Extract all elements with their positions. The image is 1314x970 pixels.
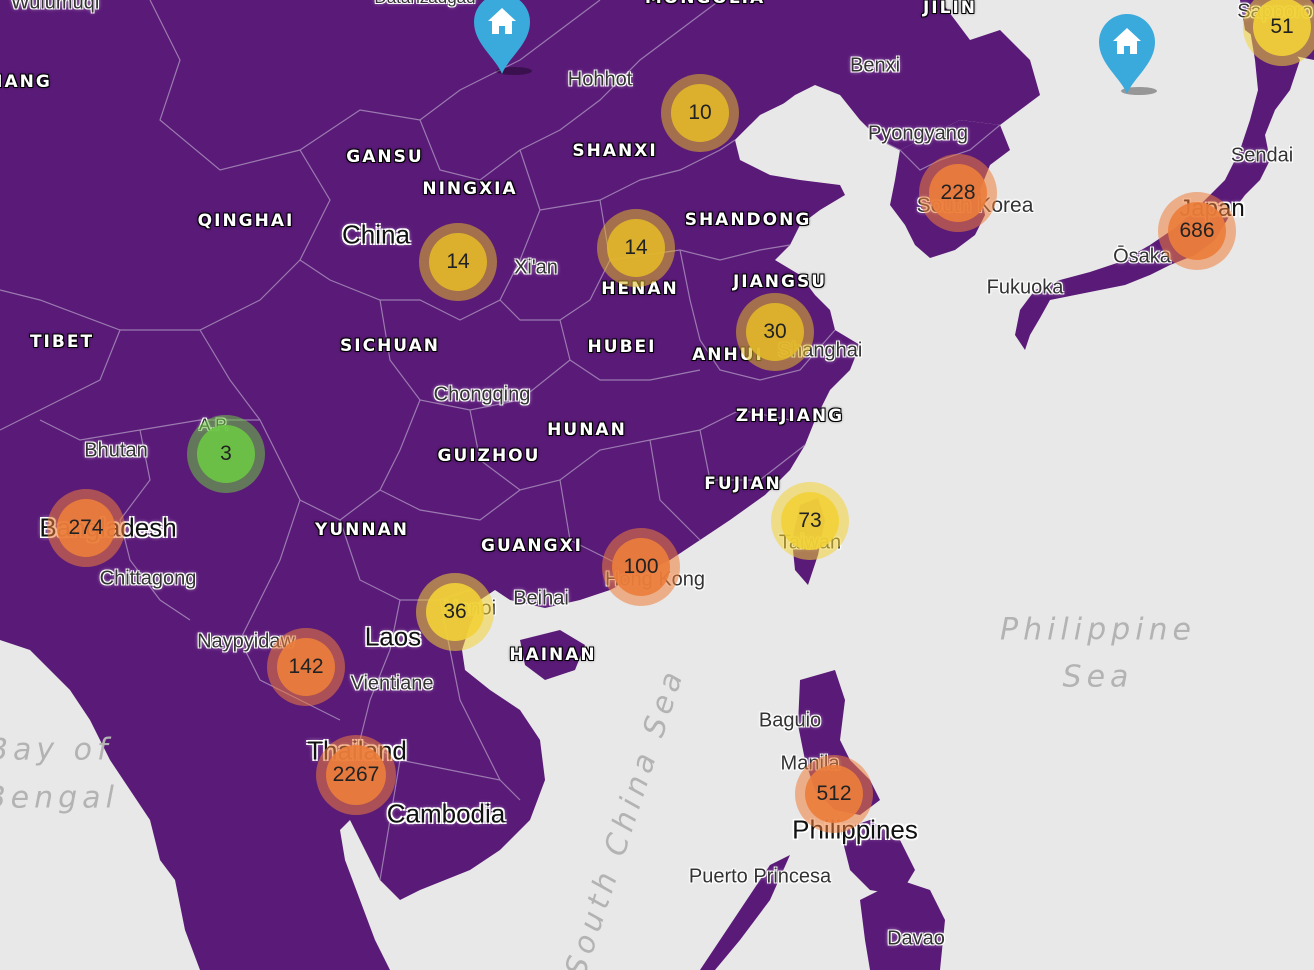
cluster-philippines[interactable]: 512 <box>795 755 873 833</box>
cluster-bangladesh[interactable]: 274 <box>47 489 125 567</box>
cluster-myanmar[interactable]: 142 <box>267 628 345 706</box>
cluster-count: 30 <box>746 303 804 361</box>
cluster-count: 100 <box>612 538 670 596</box>
cluster-count: 142 <box>277 638 335 696</box>
cluster-count: 3 <box>197 425 255 483</box>
cluster-thailand[interactable]: 2267 <box>316 735 396 815</box>
cluster-count: 36 <box>426 583 484 641</box>
cluster-count: 10 <box>671 84 729 142</box>
land-mainland-asia <box>0 0 1040 970</box>
water-bohai <box>735 98 835 160</box>
land-palawan <box>700 855 790 970</box>
cluster-count: 228 <box>929 164 987 222</box>
cluster-japan[interactable]: 686 <box>1158 192 1236 270</box>
home-icon <box>1099 14 1157 95</box>
land-hainan <box>520 630 585 680</box>
home-pin-japan-sea[interactable] <box>1095 12 1159 100</box>
cluster-henan[interactable]: 14 <box>597 209 675 287</box>
cluster-xian[interactable]: 14 <box>419 223 497 301</box>
cluster-count: 51 <box>1253 0 1311 56</box>
cluster-count: 73 <box>781 492 839 550</box>
cluster-hanoi[interactable]: 36 <box>416 573 494 651</box>
home-pin-mongolia[interactable] <box>470 0 534 80</box>
cluster-count: 512 <box>805 765 863 823</box>
cluster-count: 14 <box>607 219 665 277</box>
cluster-sapporo[interactable]: 51 <box>1243 0 1314 66</box>
cluster-count: 686 <box>1168 202 1226 260</box>
cluster-hong-kong[interactable]: 100 <box>602 528 680 606</box>
land-visayas <box>840 820 915 895</box>
cluster-taiwan[interactable]: 73 <box>771 482 849 560</box>
cluster-shanghai[interactable]: 30 <box>736 293 814 371</box>
cluster-count: 274 <box>57 499 115 557</box>
cluster-count: 14 <box>429 233 487 291</box>
cluster-count: 2267 <box>326 745 386 805</box>
cluster-arunachal[interactable]: 3 <box>187 415 265 493</box>
cluster-beijing[interactable]: 10 <box>661 74 739 152</box>
land-mindanao <box>860 880 945 970</box>
cluster-south-korea[interactable]: 228 <box>919 154 997 232</box>
home-icon <box>474 0 532 75</box>
